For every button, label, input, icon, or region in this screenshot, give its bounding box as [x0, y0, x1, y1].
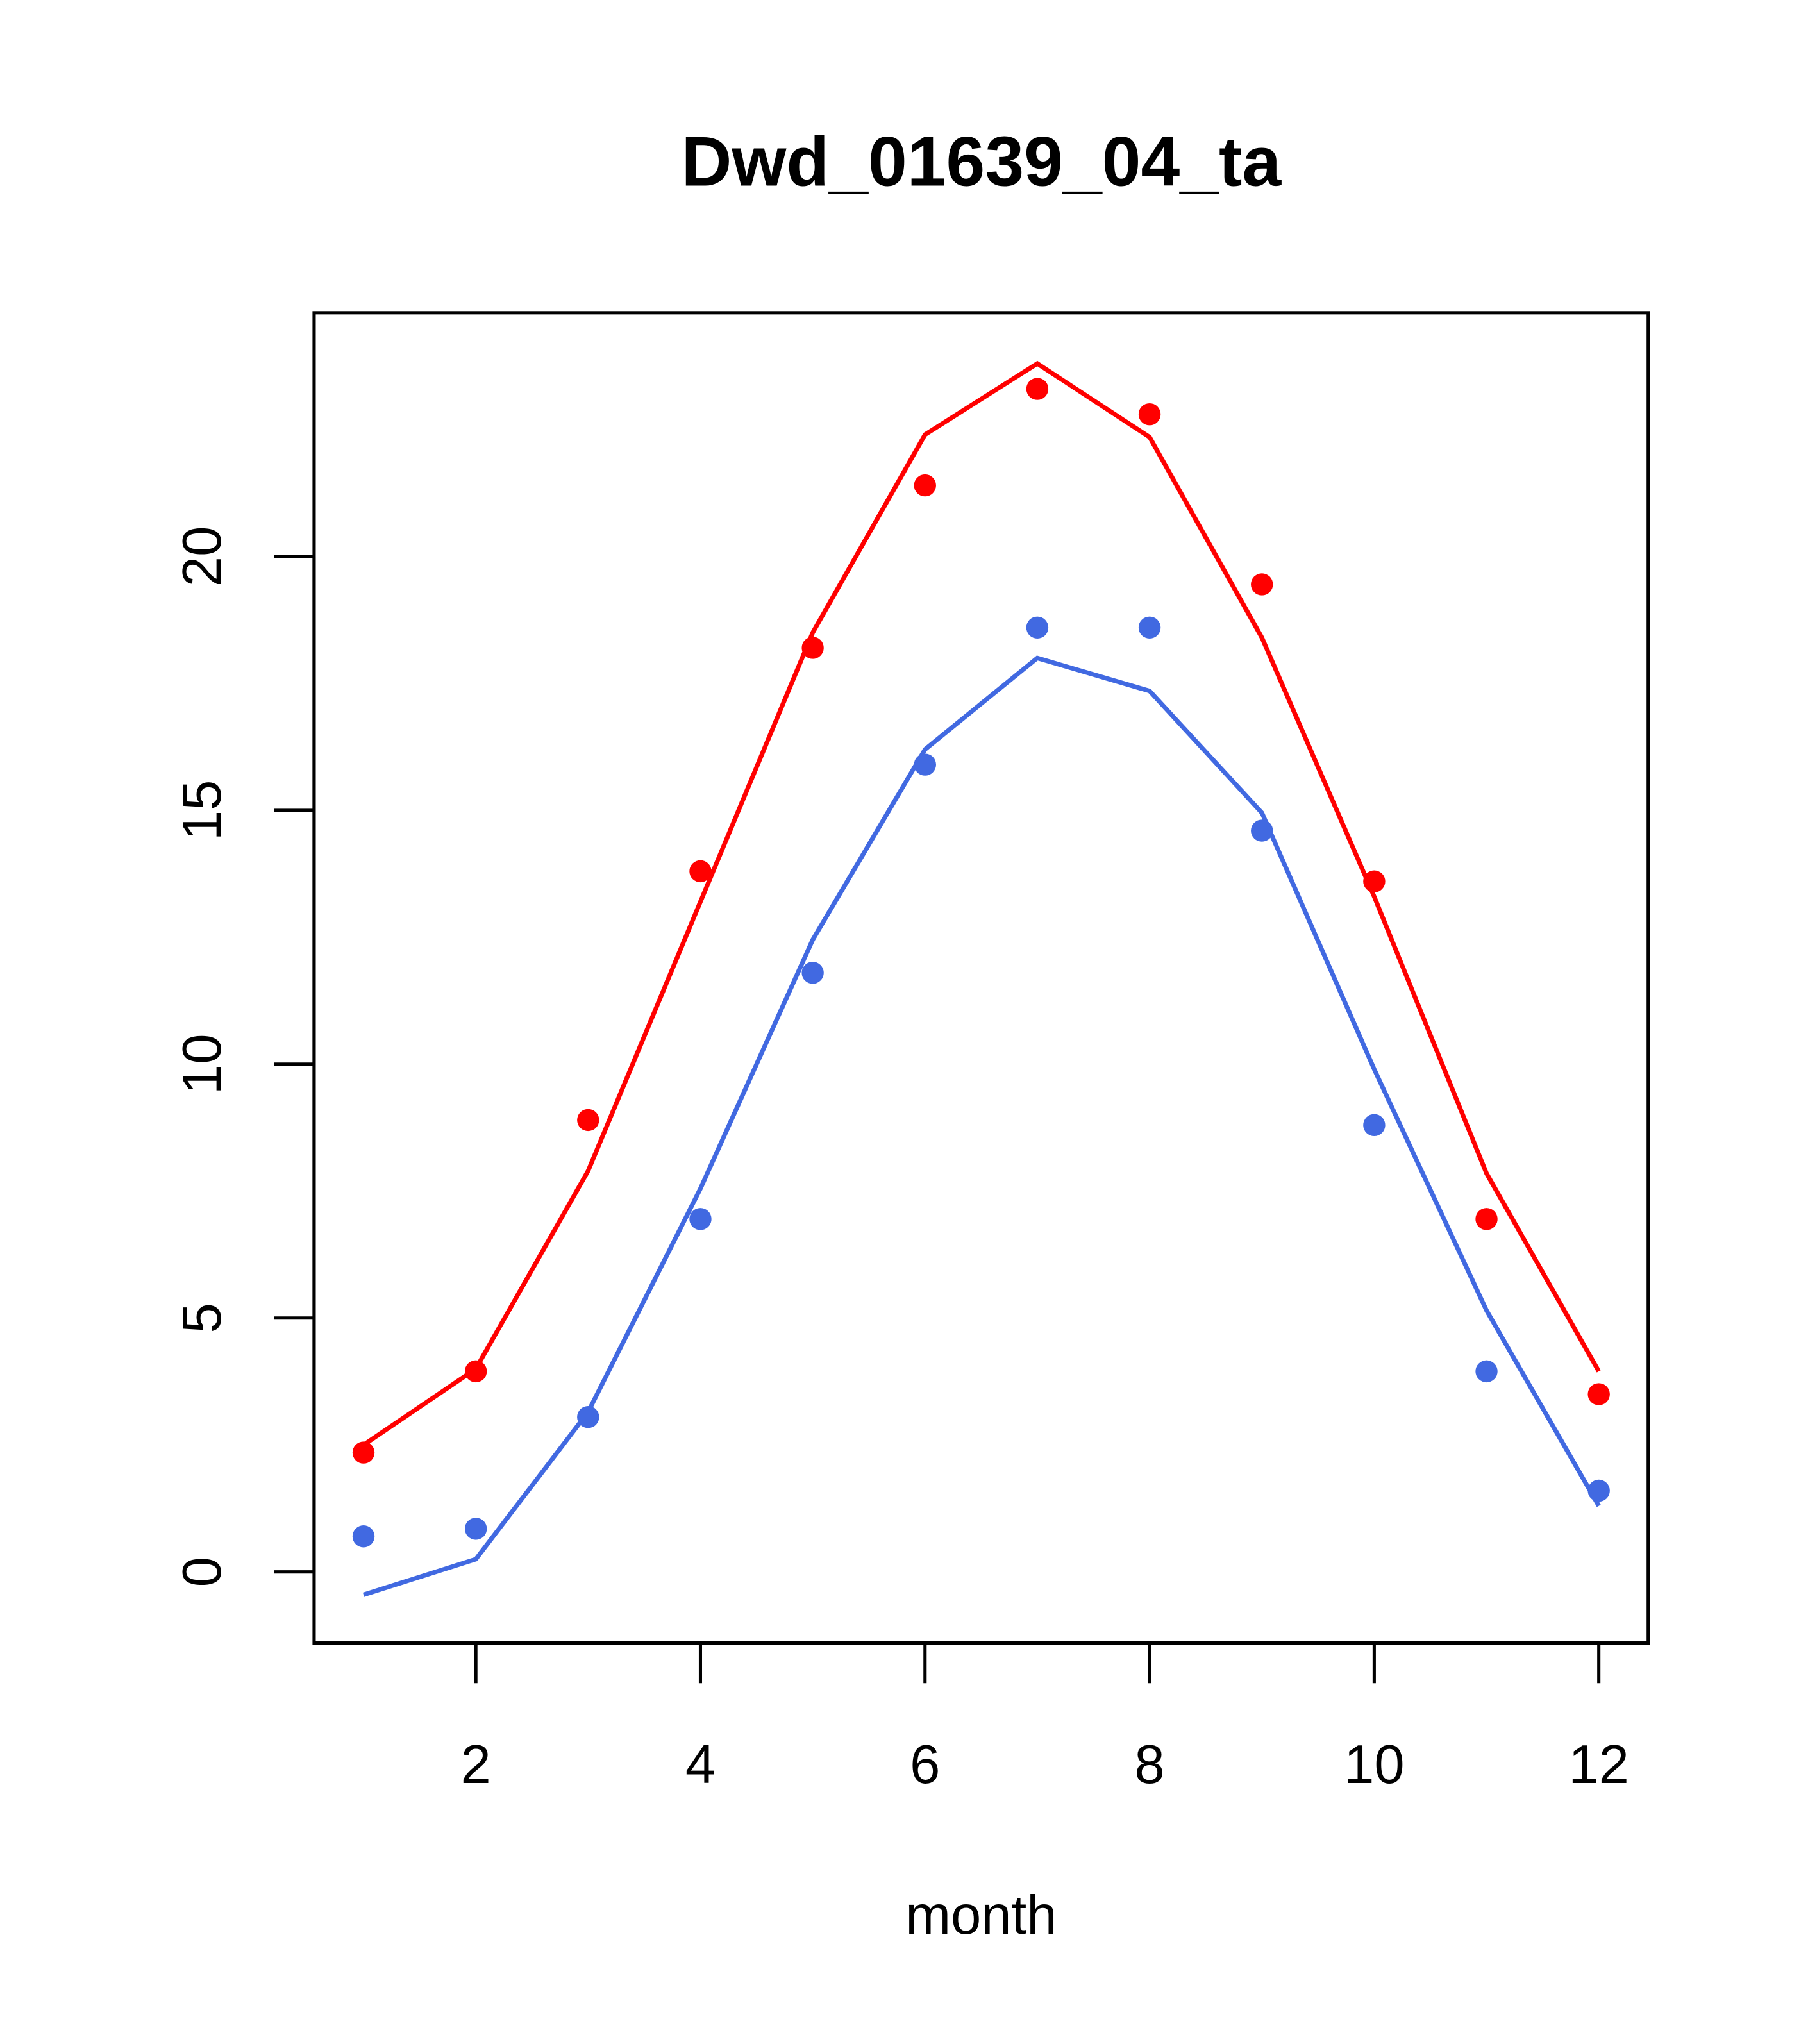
blue-point	[689, 1208, 712, 1230]
x-axis: 2 4 6 8 10 12	[461, 1641, 1629, 1795]
blue-point	[1475, 1360, 1498, 1383]
plot-marks	[352, 360, 1610, 1597]
red-point	[1251, 573, 1273, 596]
y-axis: 0 5 10 15 20	[172, 526, 316, 1587]
blue-point	[1026, 616, 1049, 639]
red-point	[1587, 1383, 1610, 1405]
blue-point	[1138, 616, 1161, 639]
red-point	[1475, 1208, 1498, 1230]
blue-point	[577, 1405, 599, 1428]
x-tick-label: 12	[1568, 1734, 1629, 1795]
y-tick-label: 20	[172, 526, 233, 587]
red-point	[577, 1109, 599, 1132]
red-point	[1026, 378, 1049, 400]
x-tick-label: 8	[1134, 1734, 1164, 1795]
red-line	[362, 360, 1601, 1447]
x-tick-label: 2	[461, 1734, 491, 1795]
red-point	[1363, 870, 1386, 892]
red-point	[352, 1441, 375, 1464]
x-axis-label: month	[905, 1885, 1057, 1946]
blue-point	[914, 753, 936, 776]
blue-line	[362, 655, 1601, 1597]
blue-point	[1363, 1114, 1386, 1137]
blue-point	[1251, 819, 1273, 842]
blue-point	[464, 1518, 487, 1540]
blue-point	[352, 1525, 375, 1548]
blue-point	[1587, 1479, 1610, 1502]
y-tick-label: 10	[172, 1034, 233, 1095]
red-point	[801, 637, 824, 659]
red-point	[689, 860, 712, 883]
x-tick-label: 4	[685, 1734, 716, 1795]
red-point	[914, 474, 936, 497]
x-tick-label: 6	[910, 1734, 940, 1795]
red-point	[464, 1360, 487, 1383]
y-tick-label: 0	[172, 1557, 233, 1587]
x-tick-label: 10	[1344, 1734, 1405, 1795]
plot-frame	[312, 311, 1650, 1645]
chart-title: Dwd_01639_04_ta	[681, 122, 1282, 201]
red-point	[1138, 403, 1161, 426]
y-tick-label: 5	[172, 1303, 233, 1333]
y-tick-label: 15	[172, 780, 233, 841]
blue-point	[801, 962, 824, 984]
